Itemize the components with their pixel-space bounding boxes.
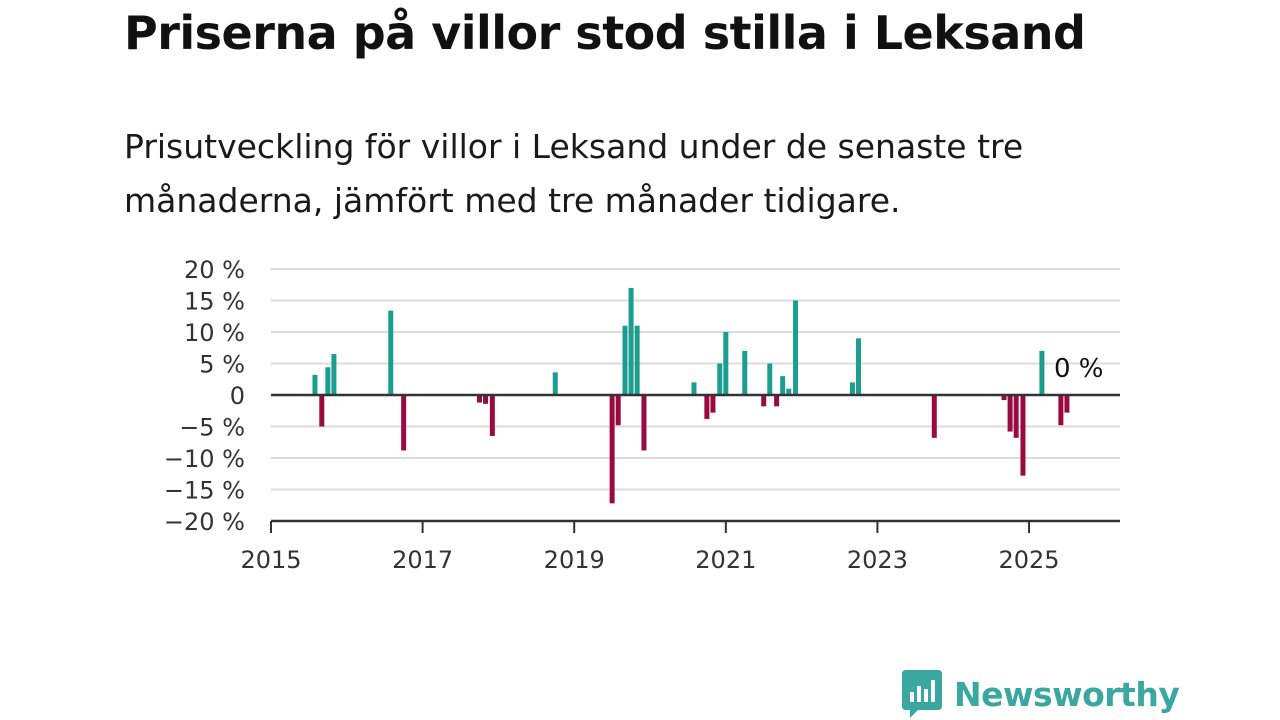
bar: [1001, 395, 1007, 401]
newsworthy-brand[interactable]: Newsworthy: [902, 668, 1180, 720]
x-tick-label: 2023: [847, 546, 908, 574]
bar: [615, 395, 621, 426]
bar: [476, 395, 482, 403]
bar: [634, 325, 640, 395]
x-tick-label: 2025: [998, 546, 1059, 574]
bar: [780, 376, 786, 395]
bar: [691, 382, 697, 395]
newsworthy-logo-icon: [902, 670, 942, 718]
bars: [312, 287, 1070, 504]
bar: [710, 395, 716, 413]
chart-title: Priserna på villor stod stilla i Leksand: [124, 6, 1086, 60]
y-tick-label: −10 %: [164, 445, 245, 473]
bar: [325, 367, 331, 395]
bar: [489, 395, 495, 436]
bar: [1058, 395, 1064, 426]
bar: [793, 300, 799, 395]
bar: [767, 363, 773, 395]
bar: [931, 395, 937, 438]
end-value-label: 0 %: [1054, 354, 1104, 384]
bar: [641, 395, 647, 451]
bar: [774, 395, 780, 407]
bar: [312, 374, 318, 395]
brand-name: Newsworthy: [954, 674, 1180, 714]
x-tick-label: 2021: [695, 546, 756, 574]
bar: [704, 395, 710, 419]
bar: [742, 350, 748, 395]
x-tick-label: 2017: [392, 546, 453, 574]
x-tick-label: 2015: [240, 546, 301, 574]
bar: [628, 287, 634, 395]
bar: [331, 354, 337, 395]
bar: [319, 395, 325, 427]
bar: [388, 310, 394, 395]
bar: [1039, 350, 1045, 395]
x-tick-label: 2019: [544, 546, 605, 574]
bar: [1064, 395, 1070, 413]
y-tick-label: 5 %: [199, 351, 245, 379]
bar: [761, 395, 767, 407]
bar: [717, 363, 723, 395]
bar: [622, 325, 628, 395]
bar: [1013, 395, 1019, 438]
bar: [609, 395, 615, 504]
bar: [723, 332, 729, 395]
bar: [786, 388, 792, 395]
y-tick-label: −15 %: [164, 477, 245, 505]
bar: [552, 372, 558, 395]
axes: [270, 393, 1120, 533]
bar: [1020, 395, 1026, 476]
bar: [483, 395, 489, 404]
bar: [855, 338, 861, 395]
bar: [401, 395, 407, 451]
bar: [849, 382, 855, 395]
y-tick-label: 20 %: [184, 256, 245, 284]
y-tick-label: 10 %: [184, 319, 245, 347]
y-tick-label: 15 %: [184, 288, 245, 316]
bar-chart: 20 % 15 % 10 % 5 % 0 −5 % −10 % −15 % −20 % 2015 2…: [164, 256, 1120, 574]
y-tick-label: −5 %: [179, 414, 245, 442]
y-tick-label: 0: [230, 382, 245, 410]
tick-labels: 20 % 15 % 10 % 5 % 0 −5 % −10 % −15 % −20 % 2015 2…: [164, 256, 1104, 574]
bar: [1007, 395, 1013, 432]
chart-subtitle: Prisutveckling för villor i Leksand unde…: [124, 127, 1024, 220]
y-tick-label: −20 %: [164, 508, 245, 536]
